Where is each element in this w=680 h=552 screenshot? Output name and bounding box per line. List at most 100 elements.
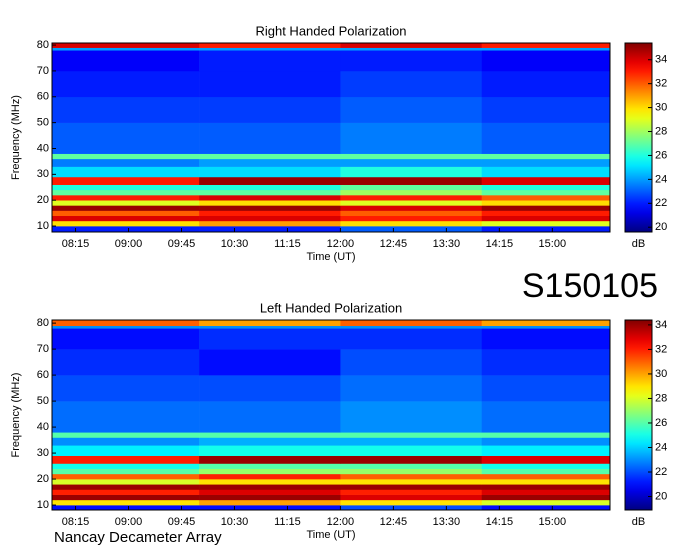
heatmap-cell [52,215,200,222]
heatmap-cell [340,494,482,501]
heatmap-cell [340,499,482,506]
heatmap-cell [340,489,482,495]
plot-frame [51,319,611,511]
heatmap-cell [199,176,341,185]
heatmap-cell [481,437,611,446]
x-tick-label: 08:15 [62,238,90,250]
heatmap-cell [52,494,200,501]
y-tick-label: 50 [37,395,49,407]
heatmap-cell [481,205,611,211]
heatmap-cell [52,189,200,196]
y-axis-label: Frequency (MHz) [10,95,22,180]
x-tick-label: 13:30 [433,516,461,528]
heatmap-cell [52,468,200,475]
colorbar-tick-label: 34 [655,54,667,66]
x-tick-label: 10:30 [221,516,249,528]
heatmap-cell [52,349,200,376]
heatmap-cell [52,432,200,438]
heatmap-cell [481,432,611,438]
heatmap-cell [481,349,611,376]
x-tick-label: 11:15 [274,516,301,528]
x-tick-label: 11:15 [274,238,301,250]
heatmap-cell [340,158,482,167]
heatmap-cell [340,70,482,98]
colorbar-label: dB [632,238,645,250]
heatmap-cell [199,153,341,160]
heatmap-cell [199,401,341,433]
chart-title: Right Handed Polarization [255,23,406,38]
x-tick-label: 14:15 [486,238,514,250]
heatmap-cell [340,122,482,154]
heatmap-cell [340,505,482,511]
heatmap-cell [340,153,482,160]
heatmap-cell [340,189,482,196]
y-tick-label: 80 [37,39,49,51]
heatmap-cell [340,205,482,211]
heatmap-cell [199,122,341,154]
heatmap-cell [481,96,611,123]
heatmap-cell [340,432,482,438]
heatmap-cell [340,445,482,456]
colorbar-tick-label: 22 [655,466,667,478]
heatmap-cell [340,320,482,327]
heatmap-cell [340,325,482,329]
heatmap-cell [52,50,200,72]
heatmap-cell [481,484,611,490]
heatmap-cell [340,184,482,191]
heatmap-cell [199,484,341,490]
heatmap-cell [481,195,611,201]
y-tick-label: 60 [37,91,49,103]
heatmap-cell [52,445,200,456]
heatmap-cell [199,473,341,480]
heatmap-cell [52,158,200,167]
heatmap-cell [481,70,611,98]
heatmap-cell [340,47,482,51]
heatmap-cell [340,215,482,222]
colorbar-tick-label: 28 [655,392,667,404]
heatmap-cell [52,226,200,233]
heatmap-cell [199,205,341,211]
heatmap-cell [340,166,482,178]
x-tick-label: 12:45 [380,238,408,250]
heatmap-cell [340,455,482,464]
heatmap-cell [199,189,341,196]
heatmap-cell [340,463,482,469]
heatmap-cell [199,226,341,233]
heatmap-cell [199,210,341,217]
heatmap-cell [199,505,341,511]
x-tick-label: 12:00 [327,516,355,528]
heatmap-cell [481,210,611,217]
heatmap-cell [340,328,482,350]
colorbar [624,42,653,233]
heatmap-cell [340,375,482,402]
heatmap-cell [199,489,341,495]
heatmap-cell [199,200,341,206]
y-tick-label: 70 [37,343,49,355]
heatmap-cell [481,505,611,511]
heatmap-cell [199,349,341,376]
heatmap-cell [340,484,482,490]
heatmap-cell [340,176,482,185]
y-tick-label: 80 [37,317,49,329]
heatmap-cell [52,220,200,227]
heatmap-cell [481,189,611,196]
heatmap-cell [340,195,482,201]
heatmap-cell [52,205,200,211]
heatmap-cell [52,176,200,185]
heatmap-cell [340,43,482,48]
heatmap-cell [481,489,611,495]
heatmap-cell [481,166,611,178]
x-tick-label: 09:00 [115,238,143,250]
x-tick-label: 14:15 [486,516,514,528]
heatmap-cell [52,328,200,350]
heatmap-cell [52,70,200,98]
x-tick-label: 09:00 [115,516,143,528]
heatmap-cell [340,50,482,72]
heatmap-cell [52,320,200,327]
heatmap-cell [481,220,611,227]
heatmap-cell [481,43,611,48]
heatmap-cell [481,325,611,329]
y-axis-label: Frequency (MHz) [10,373,22,458]
heatmap-cell [52,47,200,51]
heatmap-cell [199,215,341,222]
